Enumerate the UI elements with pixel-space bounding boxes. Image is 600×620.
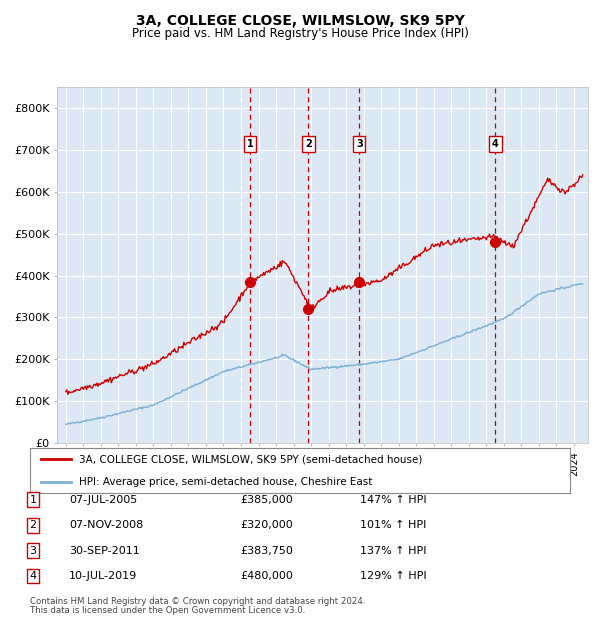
Text: 2: 2 [29,520,37,530]
Text: 129% ↑ HPI: 129% ↑ HPI [360,571,427,581]
Text: £480,000: £480,000 [240,571,293,581]
Text: £383,750: £383,750 [240,546,293,556]
Text: 137% ↑ HPI: 137% ↑ HPI [360,546,427,556]
Text: 101% ↑ HPI: 101% ↑ HPI [360,520,427,530]
Text: 4: 4 [492,139,499,149]
Text: 147% ↑ HPI: 147% ↑ HPI [360,495,427,505]
Text: Contains HM Land Registry data © Crown copyright and database right 2024.: Contains HM Land Registry data © Crown c… [30,597,365,606]
Text: 1: 1 [247,139,253,149]
Text: 2: 2 [305,139,312,149]
Text: 3A, COLLEGE CLOSE, WILMSLOW, SK9 5PY (semi-detached house): 3A, COLLEGE CLOSE, WILMSLOW, SK9 5PY (se… [79,454,422,464]
Text: This data is licensed under the Open Government Licence v3.0.: This data is licensed under the Open Gov… [30,606,305,615]
Text: 10-JUL-2019: 10-JUL-2019 [69,571,137,581]
Text: 4: 4 [29,571,37,581]
Text: 30-SEP-2011: 30-SEP-2011 [69,546,140,556]
Text: 07-NOV-2008: 07-NOV-2008 [69,520,143,530]
Text: 3A, COLLEGE CLOSE, WILMSLOW, SK9 5PY: 3A, COLLEGE CLOSE, WILMSLOW, SK9 5PY [136,14,464,28]
Text: Price paid vs. HM Land Registry's House Price Index (HPI): Price paid vs. HM Land Registry's House … [131,27,469,40]
Text: 07-JUL-2005: 07-JUL-2005 [69,495,137,505]
Text: £385,000: £385,000 [240,495,293,505]
Text: £320,000: £320,000 [240,520,293,530]
Text: HPI: Average price, semi-detached house, Cheshire East: HPI: Average price, semi-detached house,… [79,477,372,487]
Text: 3: 3 [29,546,37,556]
Text: 1: 1 [29,495,37,505]
Text: 3: 3 [356,139,362,149]
